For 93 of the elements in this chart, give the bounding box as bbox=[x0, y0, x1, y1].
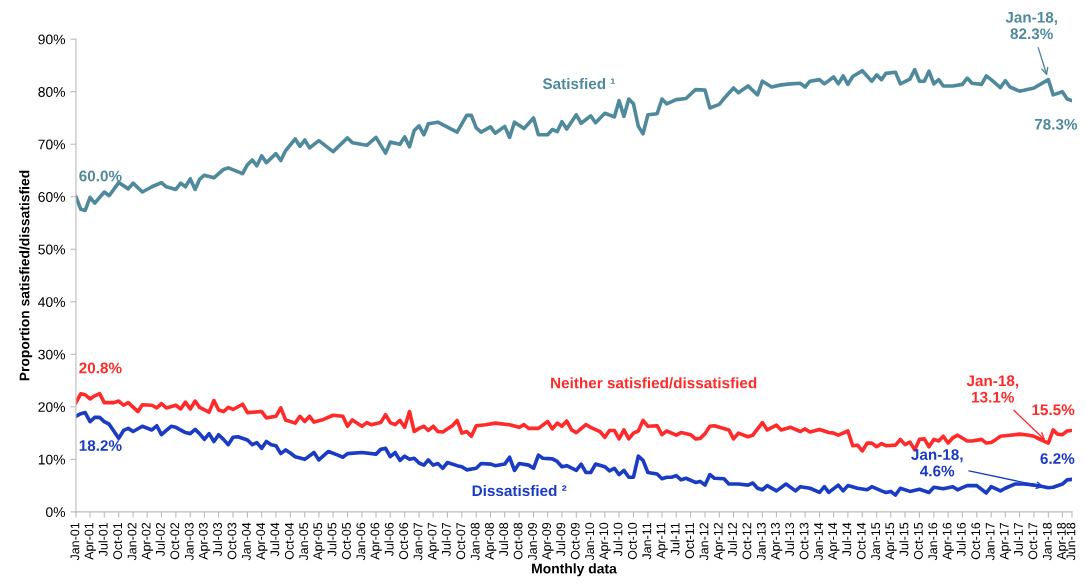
x-tick-label: Jul-03 bbox=[212, 522, 222, 557]
y-tick-label: 40% bbox=[38, 297, 66, 307]
x-tick-label: Jul-02 bbox=[155, 522, 165, 557]
x-tick-label: Jan-08 bbox=[470, 522, 480, 561]
x-tick-label: Apr-08 bbox=[485, 522, 497, 560]
x-tick-label: Jan-07 bbox=[413, 522, 423, 561]
x-tick-label: Jan-05 bbox=[299, 522, 309, 561]
annotation: 18.2% bbox=[79, 440, 122, 451]
x-tick-label: Apr-02 bbox=[141, 522, 154, 560]
x-tick-label: Apr-15 bbox=[885, 522, 897, 560]
x-tick-label: Apr-11 bbox=[656, 522, 668, 559]
x-tick-label: Jan-04 bbox=[241, 522, 251, 561]
x-tick-label: Jul-07 bbox=[441, 522, 451, 557]
x-tick-label: Jan-10 bbox=[585, 522, 595, 561]
x-tick-label: Jul-09 bbox=[556, 522, 566, 557]
x-tick-label: Jan-16 bbox=[928, 522, 938, 561]
x-tick-label: Jan-12 bbox=[699, 522, 709, 561]
x-tick-label: Apr-14 bbox=[828, 522, 840, 560]
x-tick-label: Jan-02 bbox=[127, 522, 137, 561]
x-tick-label: Apr-03 bbox=[198, 522, 211, 560]
x-tick-label: Oct-07 bbox=[456, 522, 466, 560]
x-tick-label: Jan-11 bbox=[642, 522, 652, 560]
y-tick-label: 70% bbox=[38, 139, 66, 150]
series-label: Dissatisfied ² bbox=[472, 484, 567, 497]
x-tick-label: Apr-10 bbox=[599, 522, 611, 560]
y-tick-label: 60% bbox=[38, 192, 66, 202]
x-tick-label: Jul-05 bbox=[327, 522, 337, 557]
x-tick-label: Jul-01 bbox=[98, 522, 108, 557]
x-tick-label: Oct-16 bbox=[971, 522, 981, 560]
x-tick-label: Oct-17 bbox=[1028, 522, 1038, 560]
x-tick-label: Jan-17 bbox=[985, 522, 995, 561]
x-tick-label: Jan-01 bbox=[70, 522, 80, 561]
y-tick-label: 10% bbox=[38, 454, 66, 465]
x-tick-label: Jan-14 bbox=[814, 522, 823, 561]
x-tick-label: Jul-04 bbox=[270, 522, 280, 557]
x-tick-label: Jan-03 bbox=[184, 522, 194, 561]
x-tick-label: Jul-06 bbox=[384, 522, 394, 557]
x-tick-label: Apr-05 bbox=[313, 522, 325, 560]
x-tick-label: Oct-05 bbox=[342, 522, 351, 560]
x-tick-label: Jan-15 bbox=[871, 522, 881, 561]
x-tick-label: Oct-10 bbox=[627, 522, 637, 560]
x-tick-label: Jul-13 bbox=[784, 522, 795, 557]
x-tick-label: Apr-12 bbox=[713, 522, 726, 560]
x-tick-label: Jul-16 bbox=[956, 522, 966, 557]
y-tick-label: 80% bbox=[38, 87, 66, 97]
annotation: 6.2% bbox=[1040, 453, 1075, 464]
x-tick-label: Oct-01 bbox=[113, 522, 123, 560]
x-tick-label: Jul-15 bbox=[899, 522, 909, 557]
x-tick-label: Apr-01 bbox=[84, 522, 96, 560]
y-tick-label: 20% bbox=[38, 402, 66, 412]
x-tick-label: Apr-04 bbox=[256, 522, 268, 560]
x-tick-label: Oct-12 bbox=[742, 522, 752, 560]
x-tick-label: Jan-06 bbox=[356, 522, 366, 561]
annotation: Jan-18, 4.6% bbox=[911, 449, 963, 477]
x-tick-label: Apr-06 bbox=[370, 522, 382, 560]
x-tick-label: Oct-14 bbox=[856, 522, 866, 560]
y-tick-label: 90% bbox=[38, 34, 66, 45]
x-tick-label: Oct-13 bbox=[799, 522, 809, 560]
annotation: 78.3% bbox=[1034, 118, 1078, 130]
x-tick-label: Oct-02 bbox=[170, 522, 180, 560]
x-tick-label: Oct-06 bbox=[399, 522, 409, 560]
x-tick-label: Apr-16 bbox=[942, 522, 954, 560]
annotation: 20.8% bbox=[79, 362, 122, 374]
x-tick-label: Jul-17 bbox=[1013, 522, 1023, 557]
annotation: 15.5% bbox=[1032, 404, 1075, 416]
x-tick-label: Jul-08 bbox=[498, 522, 509, 557]
x-tick-label: Oct-11 bbox=[685, 522, 694, 559]
x-tick-label: Oct-08 bbox=[513, 522, 523, 560]
annotation: Jan-18, 82.3% bbox=[1005, 11, 1057, 40]
y-axis-title: Proportion satisfied/dissatisfied bbox=[19, 170, 33, 381]
x-tick-label: Oct-09 bbox=[570, 522, 580, 560]
x-tick-label: Oct-15 bbox=[913, 522, 923, 560]
x-tick-label: Jan-09 bbox=[528, 522, 537, 561]
x-tick-label: Apr-09 bbox=[542, 522, 554, 560]
y-tick-label: 30% bbox=[38, 349, 66, 360]
x-tick-label: Jul-10 bbox=[613, 522, 623, 557]
x-tick-label: Apr-17 bbox=[999, 522, 1012, 560]
x-tick-label: Jul-12 bbox=[727, 522, 737, 557]
x-tick-label: Jan-13 bbox=[756, 522, 766, 561]
x-tick-label: Apr-13 bbox=[770, 522, 783, 560]
x-tick-label: Oct-04 bbox=[284, 522, 294, 560]
annotation: Jan-18, 13.1% bbox=[966, 375, 1019, 403]
x-tick-label: Jul-14 bbox=[842, 522, 852, 557]
annotation: 60.0% bbox=[79, 170, 122, 182]
text: Neither satisfied/dissatisfied bbox=[551, 377, 757, 389]
x-tick-label: Jul-11 bbox=[670, 522, 680, 556]
x-tick-label: Jan-18 bbox=[1042, 522, 1052, 561]
series-label: Satisfied ¹ bbox=[542, 77, 615, 90]
y-tick-label: 0% bbox=[46, 507, 66, 518]
x-tick-label: Oct-03 bbox=[227, 522, 237, 560]
y-tick-label: 50% bbox=[38, 244, 66, 255]
x-tick-label: Apr-07 bbox=[427, 522, 439, 560]
x-axis-title: Monthly data bbox=[532, 563, 617, 577]
